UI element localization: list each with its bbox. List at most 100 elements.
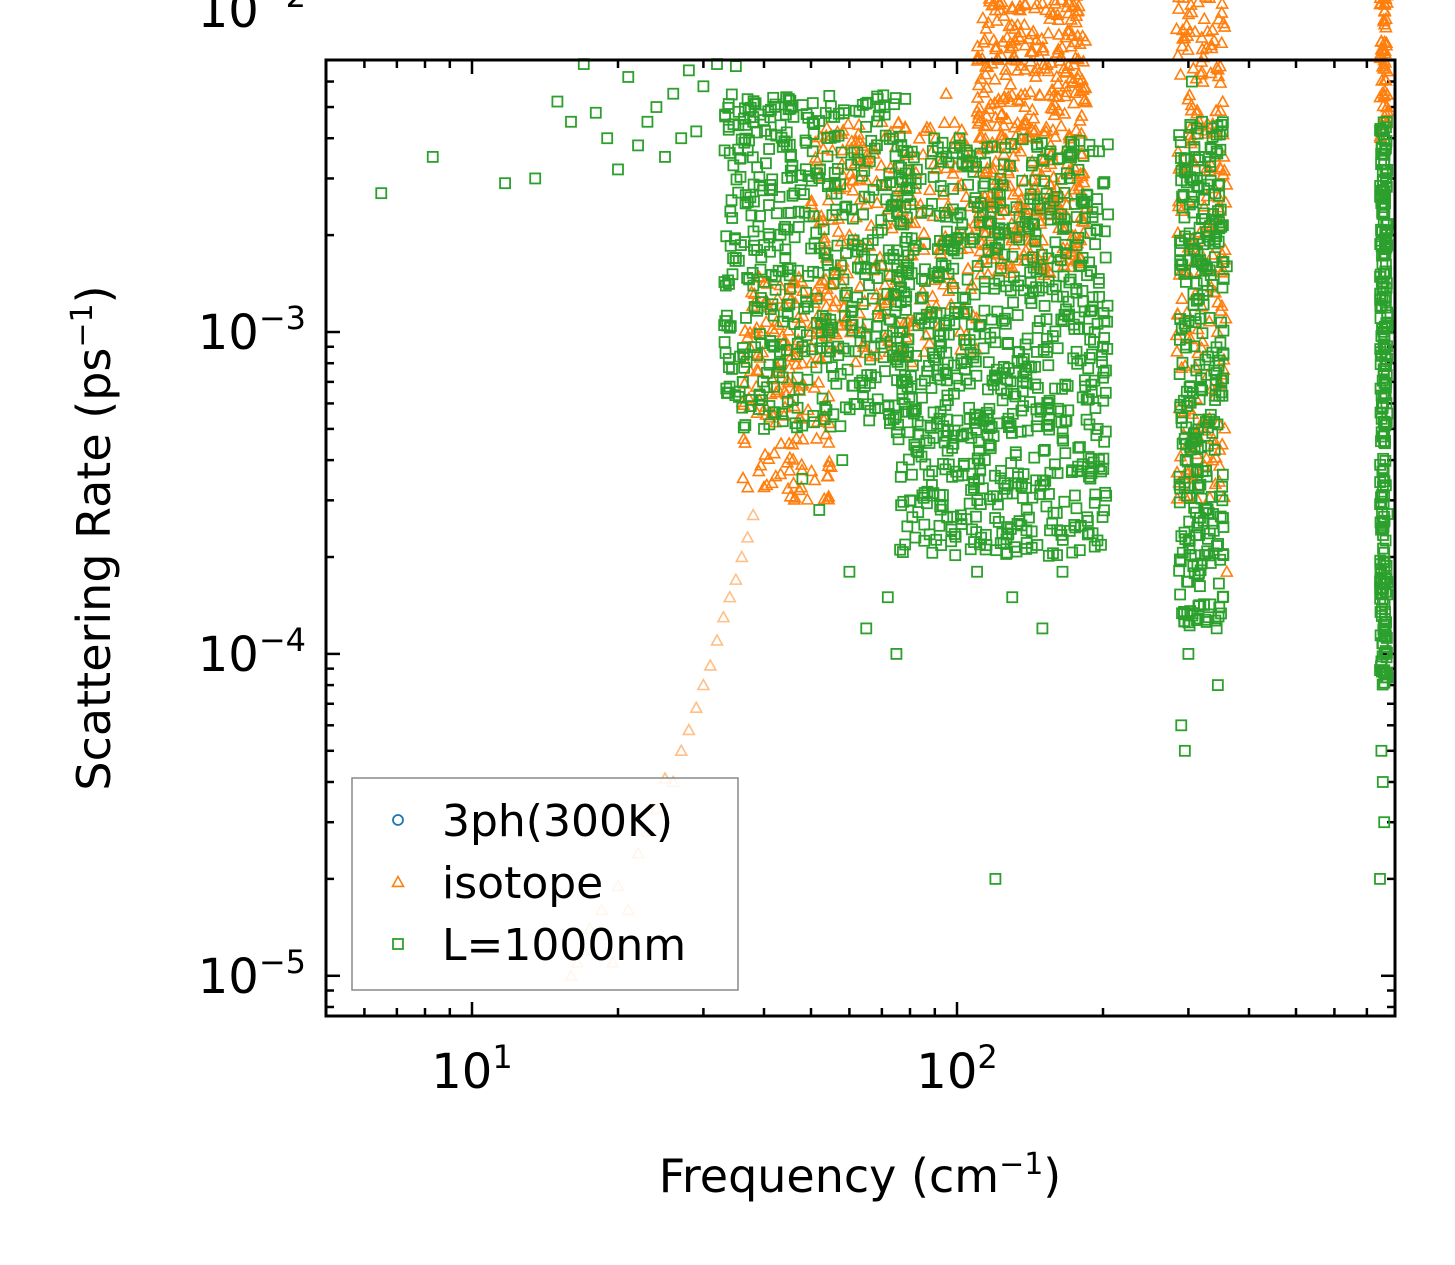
point-l-1000nm <box>1178 744 1191 757</box>
point-l-1000nm <box>1005 137 1017 150</box>
point-isotope <box>765 321 780 335</box>
point-l-1000nm <box>1180 341 1192 354</box>
point-l-1000nm <box>1074 519 1087 532</box>
point-isotope <box>1048 129 1063 142</box>
point-l-1000nm <box>499 177 511 190</box>
point-isotope <box>1018 87 1032 100</box>
point-l-1000nm <box>1175 719 1188 732</box>
point-l-1000nm <box>864 353 877 366</box>
point-l-1000nm <box>942 394 954 407</box>
point-l-1000nm <box>1213 577 1225 590</box>
point-isotope <box>796 309 811 322</box>
point-isotope <box>826 324 841 338</box>
point-l-1000nm <box>1378 648 1391 660</box>
point-isotope <box>682 722 696 736</box>
point-isotope <box>990 118 1004 132</box>
point-isotope <box>768 468 783 482</box>
point-isotope <box>1214 35 1229 49</box>
point-l-1000nm <box>999 312 1011 325</box>
point-isotope <box>1000 30 1014 43</box>
point-isotope <box>804 193 819 207</box>
point-l-1000nm <box>1174 255 1187 268</box>
point-l-1000nm <box>947 183 960 195</box>
point-l-1000nm <box>801 373 814 386</box>
point-l-1000nm <box>1006 250 1019 263</box>
point-l-1000nm <box>977 342 990 355</box>
point-l-1000nm <box>764 111 777 124</box>
point-l-1000nm <box>1021 207 1033 220</box>
point-l-1000nm <box>863 155 876 168</box>
point-l-1000nm <box>1375 744 1388 757</box>
point-isotope <box>1012 94 1027 107</box>
point-l-1000nm <box>763 183 776 195</box>
point-isotope <box>751 346 765 360</box>
point-l-1000nm <box>949 549 962 562</box>
point-isotope <box>722 590 737 603</box>
point-l-1000nm <box>1020 377 1033 389</box>
point-l-1000nm <box>987 490 1000 503</box>
point-l-1000nm <box>1060 221 1073 234</box>
point-l-1000nm <box>989 872 1002 885</box>
point-l-1000nm <box>762 228 775 240</box>
point-l-1000nm <box>1198 182 1210 195</box>
point-isotope <box>738 435 752 448</box>
y-tick-label: 10−4 <box>198 621 306 683</box>
point-l-1000nm <box>907 407 920 420</box>
point-l-1000nm <box>821 253 834 266</box>
point-l-1000nm <box>1054 254 1067 266</box>
point-l-1000nm <box>1063 172 1076 185</box>
point-isotope <box>1215 94 1230 108</box>
point-isotope <box>984 56 999 69</box>
point-l-1000nm <box>900 303 912 316</box>
point-l-1000nm <box>1013 515 1026 527</box>
point-l-1000nm <box>928 132 941 145</box>
point-l-1000nm <box>999 227 1011 240</box>
point-l-1000nm <box>871 115 883 128</box>
point-isotope <box>1013 31 1027 45</box>
point-isotope <box>971 51 986 65</box>
point-l-1000nm <box>984 205 997 218</box>
point-l-1000nm <box>941 235 954 248</box>
point-isotope <box>811 375 826 388</box>
point-isotope <box>970 104 985 117</box>
point-isotope <box>1017 17 1032 30</box>
point-l-1000nm <box>954 509 967 522</box>
point-l-1000nm <box>1178 211 1191 224</box>
point-l-1000nm <box>990 363 1003 376</box>
point-l-1000nm <box>1379 360 1392 373</box>
point-l-1000nm <box>890 426 903 439</box>
point-l-1000nm <box>782 207 795 219</box>
point-isotope <box>1064 12 1079 25</box>
point-l-1000nm <box>1374 872 1386 885</box>
point-l-1000nm <box>1017 468 1030 481</box>
point-l-1000nm <box>1377 625 1390 638</box>
point-l-1000nm <box>915 206 928 219</box>
point-isotope <box>1184 97 1199 111</box>
point-l-1000nm <box>764 245 776 258</box>
point-l-1000nm <box>1095 538 1107 551</box>
point-l-1000nm <box>1070 345 1083 358</box>
point-l-1000nm <box>1378 578 1391 591</box>
x-axis-title: Frequency (cm−1) <box>659 1147 1062 1203</box>
point-l-1000nm <box>1098 176 1111 188</box>
point-l-1000nm <box>824 131 837 144</box>
point-l-1000nm <box>734 170 747 183</box>
point-l-1000nm <box>718 336 731 348</box>
point-l-1000nm <box>1069 489 1081 502</box>
point-l-1000nm <box>1379 419 1392 432</box>
point-l-1000nm <box>1177 188 1190 201</box>
point-l-1000nm <box>1073 544 1086 557</box>
point-l-1000nm <box>1193 529 1206 541</box>
point-l-1000nm <box>1198 274 1210 287</box>
point-l-1000nm <box>1088 374 1101 387</box>
point-l-1000nm <box>769 270 782 283</box>
point-l-1000nm <box>1061 380 1074 392</box>
point-l-1000nm <box>792 221 805 233</box>
point-l-1000nm <box>1194 478 1207 491</box>
point-isotope <box>1079 95 1094 108</box>
point-l-1000nm <box>1194 380 1207 393</box>
point-l-1000nm <box>842 345 855 358</box>
tick-labels: 10110210010−110−210−310−410−5 <box>198 0 998 1100</box>
point-l-1000nm <box>787 394 799 406</box>
